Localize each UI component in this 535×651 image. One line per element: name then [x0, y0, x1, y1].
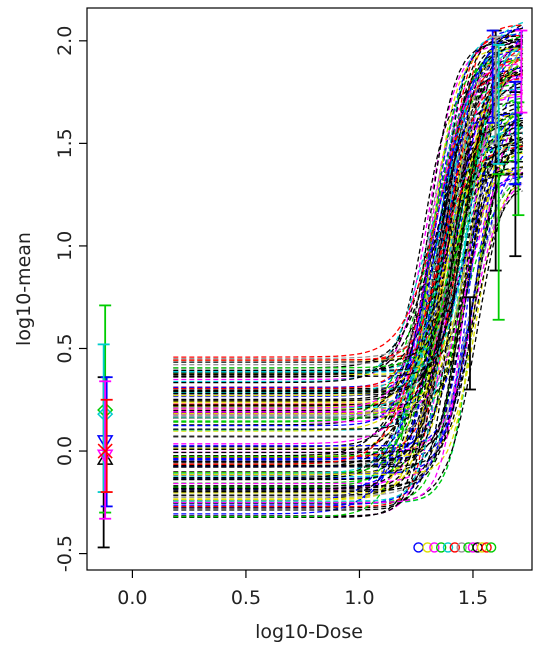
fitted-curve	[173, 101, 523, 448]
fitted-curve	[173, 145, 523, 465]
fitted-curve	[173, 122, 524, 491]
fitted-curve	[173, 123, 524, 478]
y-axis-title: log10-mean	[13, 232, 35, 346]
y-tick-label: -0.5	[54, 535, 76, 572]
fitted-curve	[173, 73, 524, 496]
y-tick-label: 2.0	[54, 26, 76, 56]
fitted-curve	[173, 105, 524, 475]
fitted-curve	[173, 113, 523, 427]
fitted-curve	[173, 34, 523, 508]
fitted-curve	[173, 111, 524, 460]
fitted-curve	[173, 95, 523, 413]
fitted-curve	[173, 139, 524, 417]
fitted-curve	[173, 50, 523, 389]
x-axis-title: log10-Dose	[255, 621, 363, 643]
fitted-curve	[173, 93, 523, 501]
control-error-bars	[96, 304, 114, 549]
y-tick-label: 0.5	[54, 333, 76, 363]
fitted-curve	[173, 114, 523, 457]
fitted-curve	[173, 38, 523, 401]
rug-point	[481, 542, 492, 553]
fitted-curve	[173, 123, 523, 463]
x-axis: 0.0 0.5 1.0 1.5	[117, 570, 488, 609]
rug-point	[456, 542, 467, 553]
fitted-curve	[173, 81, 524, 490]
fitted-curve	[173, 167, 524, 416]
marker-cross	[97, 443, 113, 459]
fitted-curve	[173, 186, 524, 454]
fitted-curve	[173, 54, 523, 437]
plot-frame	[86, 7, 533, 571]
fitted-curve	[173, 44, 524, 475]
fitted-curve	[173, 35, 524, 423]
fitted-curve	[173, 41, 523, 412]
fitted-curve	[173, 41, 524, 418]
y-tick-label: 1.0	[54, 231, 76, 261]
fitted-curve	[173, 173, 523, 402]
fitted-curve	[173, 138, 523, 378]
fitted-curve	[173, 131, 523, 499]
fitted-curve	[173, 79, 523, 366]
fitted-curve	[173, 44, 523, 393]
fitted-curve	[173, 47, 523, 500]
fitted-curve	[173, 190, 524, 497]
fitted-curve	[173, 31, 524, 515]
dose-error-bars	[463, 29, 528, 391]
fitted-curve	[173, 62, 524, 432]
fitted-curves	[173, 21, 524, 518]
fitted-curve	[173, 70, 524, 377]
rug-point	[442, 542, 454, 553]
fitted-curve	[173, 69, 524, 363]
fitted-curve	[173, 59, 523, 474]
rug-point	[422, 542, 433, 553]
y-axis: -0.5 0.0 0.5 1.0 1.5 2.0	[54, 26, 87, 572]
fitted-curve	[173, 88, 523, 502]
fitted-curve	[173, 167, 524, 464]
fitted-curve	[173, 74, 523, 390]
fitted-curve	[173, 173, 523, 494]
fitted-curve	[173, 112, 524, 458]
fitted-curve	[173, 62, 524, 369]
fitted-curve	[173, 105, 524, 384]
rug-points	[413, 542, 497, 553]
fitted-curve	[173, 142, 524, 468]
fitted-curve	[173, 124, 524, 450]
x-tick-label: 1.0	[344, 587, 374, 609]
x-tick-label: 0.5	[231, 587, 261, 609]
rug-point	[485, 542, 497, 553]
fitted-curve	[173, 72, 523, 403]
fitted-curve	[173, 155, 524, 506]
x-tick-label: 0.0	[117, 587, 147, 609]
rug-point	[435, 542, 447, 553]
fitted-curve	[173, 147, 524, 371]
y-tick-label: 0.0	[54, 436, 76, 466]
fitted-curve	[173, 35, 523, 430]
fitted-curve	[173, 138, 524, 395]
rug-point	[449, 542, 461, 553]
fitted-curve	[173, 42, 523, 381]
rug-point	[429, 542, 440, 553]
fitted-curve	[173, 57, 524, 358]
fitted-curve	[173, 75, 524, 504]
fitted-curve	[173, 137, 524, 493]
fitted-curve	[173, 62, 523, 409]
fitted-curve	[173, 65, 524, 376]
fitted-curve	[173, 46, 524, 373]
fitted-curve	[173, 83, 523, 518]
fitted-curve	[173, 151, 523, 487]
x-tick-label: 1.5	[458, 587, 488, 609]
y-tick-label: 1.5	[54, 128, 76, 158]
